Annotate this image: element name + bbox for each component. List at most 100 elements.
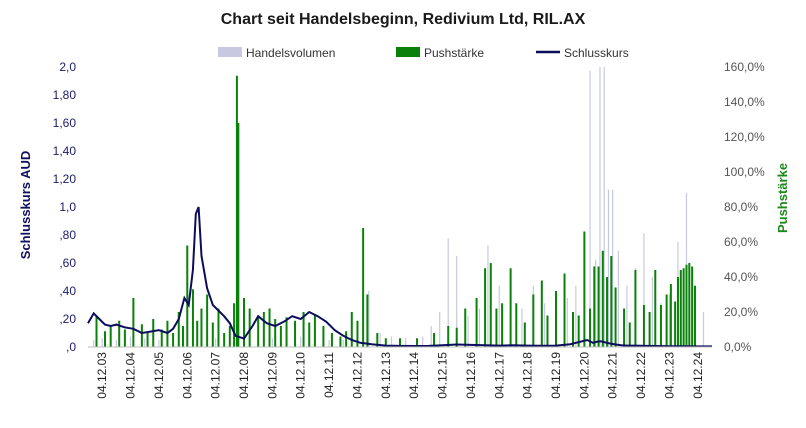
x-tick-label: 04.12.23 [662, 352, 676, 399]
push-bar [597, 266, 600, 347]
push-bar [177, 312, 180, 347]
push-bar [634, 270, 637, 347]
volume-bar [405, 338, 407, 347]
push-bar [366, 294, 369, 347]
volume-bar [456, 256, 458, 347]
push-bar [104, 331, 107, 347]
volume-bar [368, 291, 370, 347]
push-bar [233, 303, 236, 347]
push-bar [274, 319, 277, 347]
chart-legend: Handelsvolumen Pushstärke Schlusskurs [218, 46, 629, 60]
volume-bar [101, 338, 103, 347]
push-bar [555, 291, 557, 347]
push-bar [294, 320, 297, 347]
volume-bar [271, 338, 273, 347]
push-bar [211, 322, 214, 347]
volume-bar [328, 340, 330, 347]
push-bar [642, 305, 645, 347]
y-tick-label-right: 160,0% [724, 60, 765, 74]
push-bar [688, 263, 691, 347]
push-bar [330, 333, 333, 347]
x-axis: 04.12.03 04.12.04 04.12.05 04.12.06 04.12.07… [95, 352, 705, 399]
x-tick-label: 04.12.10 [294, 352, 308, 399]
push-bar [186, 245, 189, 347]
push-bar [248, 308, 251, 347]
push-bar [237, 123, 240, 347]
push-bar [228, 326, 231, 347]
volume-bar [158, 340, 160, 347]
push-bar [200, 308, 203, 347]
volume-bar [439, 312, 441, 347]
push-bar [182, 326, 185, 347]
legend-label-push: Pushstärke [424, 46, 484, 60]
push-bar [654, 270, 657, 347]
legend-label-volume: Handelsvolumen [246, 46, 335, 60]
push-bar [350, 312, 353, 347]
push-bar [501, 303, 504, 347]
push-bar [489, 263, 492, 347]
y-tick-label-left: 1,20 [53, 172, 77, 186]
push-bar [268, 308, 271, 347]
push-bar [610, 256, 613, 347]
volume-bar [544, 303, 546, 347]
x-tick-label: 04.12.03 [95, 352, 109, 399]
volume-bar [668, 294, 671, 347]
volume-bar [612, 189, 614, 347]
push-bar [235, 75, 238, 347]
push-bar [376, 333, 379, 347]
push-bar [160, 329, 163, 347]
x-tick-label: 04.12.17 [492, 352, 506, 399]
push-bar [118, 320, 121, 347]
push-bar [416, 338, 419, 347]
push-bar [614, 287, 617, 347]
volume-bar [589, 70, 591, 347]
push-bar [628, 322, 631, 347]
push-bar [659, 305, 662, 347]
y-tick-label-right: 100,0% [724, 165, 765, 179]
push-bar [475, 298, 478, 347]
y-tick-label-left: 1,60 [53, 116, 77, 130]
x-tick-label: 04.12.20 [577, 352, 591, 399]
y-tick-label-right: 120,0% [724, 130, 765, 144]
push-bar [285, 317, 288, 347]
push-bar [606, 277, 609, 347]
push-bar [196, 320, 199, 347]
x-tick-label: 04.12.16 [464, 352, 478, 399]
push-bar [583, 231, 586, 347]
push-bar [572, 312, 575, 347]
push-bar [676, 277, 679, 347]
push-bar [356, 320, 359, 347]
push-bar [223, 333, 226, 347]
volume-bar [487, 245, 489, 347]
push-bar [464, 308, 467, 347]
volume-bar [595, 259, 597, 347]
push-bar [172, 333, 175, 347]
push-bar [262, 312, 265, 347]
x-tick-label: 04.12.19 [549, 352, 563, 399]
x-tick-label: 04.12.14 [407, 352, 421, 399]
y-tick-label-left: 1,40 [53, 144, 77, 158]
volume-bar [626, 285, 628, 347]
volume-bar [300, 336, 302, 347]
x-tick-label: 04.12.08 [237, 352, 251, 399]
volume-bar [599, 67, 601, 347]
x-tick-label: 04.12.06 [180, 352, 194, 399]
push-bar [123, 329, 126, 347]
y-axis-title-left: Schlusskurs AUD [18, 151, 33, 260]
push-bar [484, 268, 487, 347]
push-bar [243, 298, 245, 347]
legend-label-close: Schlusskurs [564, 46, 629, 60]
volume-bar [129, 336, 132, 347]
x-tick-label: 04.12.04 [124, 352, 138, 399]
volume-bar [607, 189, 610, 347]
push-bar [384, 338, 387, 347]
y-tick-label-right: 40,0% [724, 270, 758, 284]
volume-bar [498, 285, 500, 347]
volume-series [93, 67, 705, 347]
volume-bar [702, 312, 705, 347]
push-bar [322, 326, 325, 347]
y-tick-label-left: 1,0 [59, 200, 76, 214]
push-bar [362, 228, 365, 347]
push-bar [589, 308, 592, 347]
y-tick-label-right: 140,0% [724, 95, 765, 109]
